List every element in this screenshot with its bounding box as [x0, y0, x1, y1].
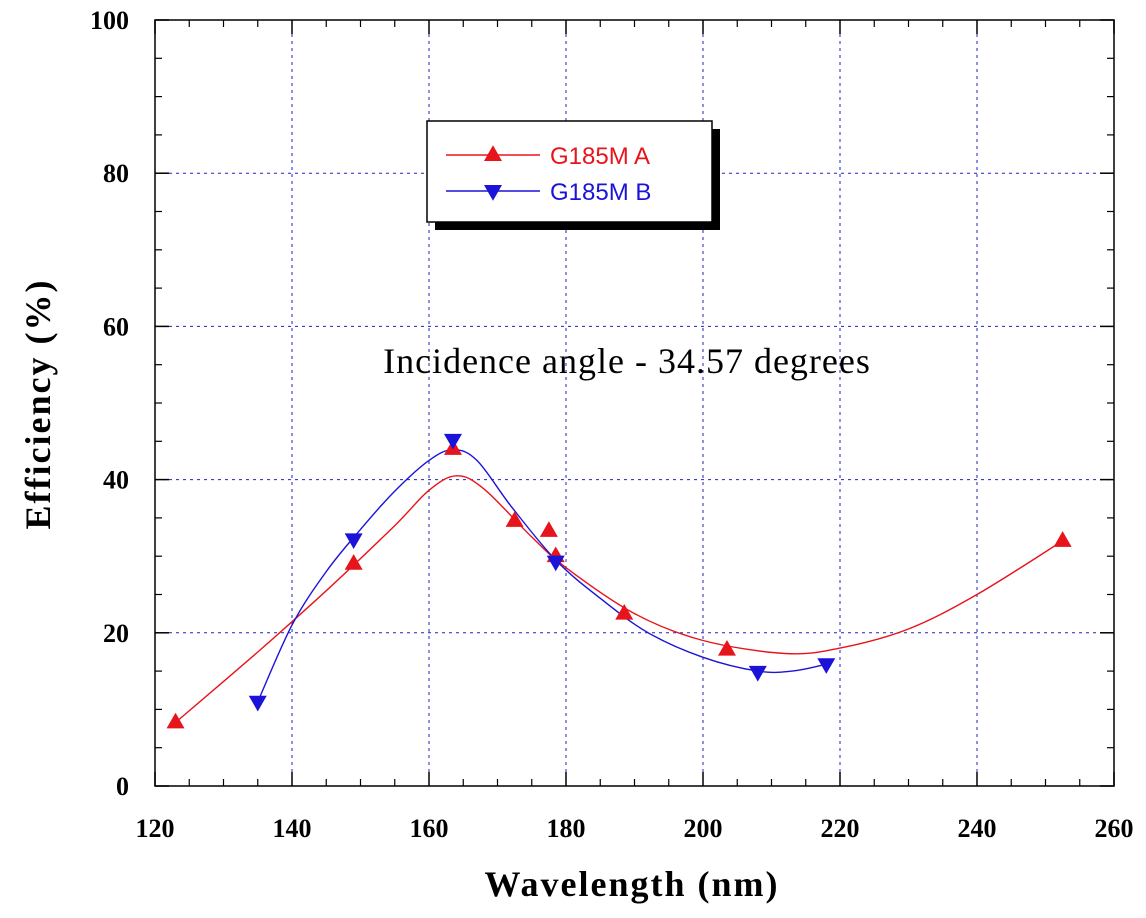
data-point-g185m-a [166, 712, 185, 729]
legend-marker-g185m-a [484, 145, 502, 161]
data-point-g185m-a [505, 511, 524, 527]
x-axis-title: Wavelength (nm) [485, 864, 780, 904]
legend-label-g185m-b: G185M B [550, 179, 651, 206]
fit-curves [175, 448, 1063, 723]
axis-ticks: 120 140 160 180 200 220 240 260 0 20 40 60 80 100 [90, 6, 1134, 843]
data-point-g185m-b [748, 665, 767, 682]
x-tick-label: 220 [821, 814, 860, 843]
fit-curve-g185m-b [257, 448, 827, 702]
legend-label-g185m-a: G185M A [550, 143, 650, 170]
data-point-g185m-b [546, 555, 565, 572]
data-markers [166, 433, 1072, 729]
x-tick-label: 240 [958, 814, 997, 843]
x-tick-label: 260 [1095, 814, 1134, 843]
data-point-g185m-b [248, 695, 267, 712]
y-tick-label: 0 [116, 772, 129, 801]
data-point-g185m-b [344, 533, 363, 550]
data-point-g185m-a [1053, 531, 1072, 547]
data-point-g185m-a [717, 639, 736, 656]
legend-box [426, 120, 713, 223]
x-tick-label: 160 [410, 814, 449, 843]
y-axis-title: Efficiency (%) [18, 279, 58, 530]
data-point-g185m-a [344, 554, 363, 570]
data-point-g185m-b [443, 433, 462, 450]
y-tick-label: 80 [103, 159, 129, 188]
data-point-g185m-a [615, 603, 634, 620]
y-tick-label: 60 [103, 312, 129, 341]
y-tick-label: 40 [103, 466, 129, 495]
y-tick-label: 20 [103, 619, 129, 648]
y-tick-label: 100 [90, 6, 129, 35]
x-tick-label: 200 [684, 814, 723, 843]
chart-annotation: Incidence angle - 34.57 degrees [383, 341, 871, 381]
legend-marker-g185m-b [484, 185, 502, 201]
data-point-g185m-b [817, 658, 836, 674]
x-tick-label: 180 [547, 814, 586, 843]
data-point-g185m-a [539, 521, 558, 537]
fit-curve-g185m-a [175, 475, 1063, 723]
x-tick-label: 120 [136, 814, 175, 843]
x-tick-label: 140 [273, 814, 312, 843]
legend: G185M A G185M B [426, 120, 720, 230]
